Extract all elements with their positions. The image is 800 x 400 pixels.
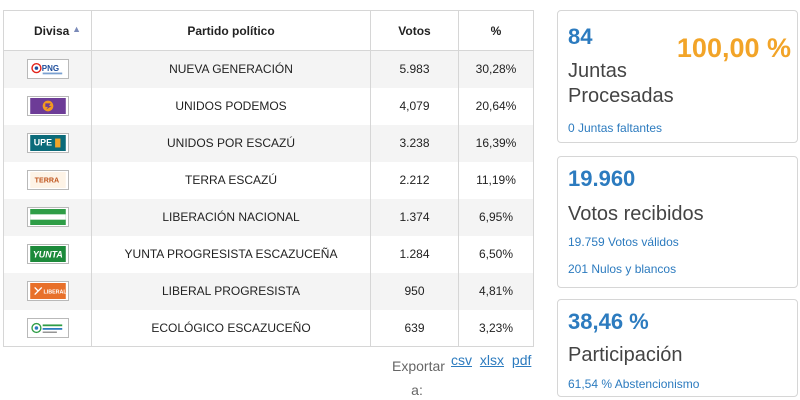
divisa-cell: PNG [3, 50, 92, 88]
votos-title: Votos recibidos [568, 203, 704, 225]
export-label: Exportar a: [392, 358, 445, 398]
porcentaje-cell: 6,50% [458, 235, 534, 273]
votos-cell: 950 [370, 272, 459, 310]
export-pdf-link[interactable]: pdf [511, 352, 532, 368]
column-header-partido[interactable]: Partido político [91, 10, 371, 51]
results-table: Divisa ▲ Partido político Votos % PNG NU… [3, 10, 534, 347]
juntas-percent: 100,00 % [676, 33, 791, 63]
divisa-cell: LIBERAL [3, 272, 92, 310]
svg-text:TERRA: TERRA [34, 177, 58, 185]
divisa-cell [3, 198, 92, 236]
votos-validos: 19.759 Votos válidos [568, 235, 679, 249]
votos-cell: 1.374 [370, 198, 459, 236]
partido-cell: YUNTA PROGRESISTA ESCAZUCEÑA [91, 235, 371, 273]
porcentaje-cell: 11,19% [458, 161, 534, 199]
liberal-logo-icon: LIBERAL [26, 281, 69, 301]
pln-flag-icon [26, 207, 69, 227]
table-row: LIBERACIÓN NACIONAL 1.374 6,95% [3, 198, 534, 236]
votos-cell: 639 [370, 309, 459, 347]
divisa-header-label: Divisa [34, 23, 70, 38]
participacion-value: 38,46 % [568, 309, 649, 334]
porcentaje-cell: 6,95% [458, 198, 534, 236]
png-logo-icon: PNG [26, 59, 69, 80]
participacion-card: 38,46 % Participación 61,54 % Abstencion… [557, 299, 798, 397]
table-header-row: Divisa ▲ Partido político Votos % [3, 10, 534, 51]
yunta-logo-icon: YUNTA [26, 244, 69, 264]
votos-cell: 2.212 [370, 161, 459, 199]
partido-cell: UNIDOS POR ESCAZÚ [91, 124, 371, 162]
table-row: LIBERAL LIBERAL PROGRESISTA 950 4,81% [3, 272, 534, 310]
abstencionismo-note: 61,54 % Abstencionismo [568, 377, 700, 391]
porcentaje-cell: 3,23% [458, 309, 534, 347]
divisa-cell: TERRA [3, 161, 92, 199]
up-logo-icon [26, 96, 69, 116]
export-xlsx-link[interactable]: xlsx [479, 352, 505, 368]
votos-card: 19.960 Votos recibidos 19.759 Votos váli… [557, 156, 798, 288]
partido-cell: LIBERACIÓN NACIONAL [91, 198, 371, 236]
table-row: PNG NUEVA GENERACIÓN 5.983 30,28% [3, 50, 534, 88]
table-row: UPE UNIDOS POR ESCAZÚ 3.238 16,39% [3, 124, 534, 162]
table-row: YUNTA YUNTA PROGRESISTA ESCAZUCEÑA 1.284… [3, 235, 534, 273]
porcentaje-cell: 30,28% [458, 50, 534, 88]
juntas-faltantes: 0 Juntas faltantes [568, 121, 663, 135]
table-row: TERRA TERRA ESCAZÚ 2.212 11,19% [3, 161, 534, 199]
terra-logo-icon: TERRA [26, 170, 69, 190]
partido-cell: NUEVA GENERACIÓN [91, 50, 371, 88]
partido-cell: TERRA ESCAZÚ [91, 161, 371, 199]
votos-cell: 1.284 [370, 235, 459, 273]
juntas-card: 84 100,00 % Juntas Procesadas 0 Juntas f… [557, 10, 798, 143]
porcentaje-cell: 4,81% [458, 272, 534, 310]
divisa-cell [3, 309, 92, 347]
votos-total: 19.960 [568, 166, 636, 191]
table-row: ECOLÓGICO ESCAZUCEÑO 639 3,23% [3, 309, 534, 347]
votos-cell: 3.238 [370, 124, 459, 162]
juntas-title: Juntas Procesadas [568, 60, 674, 107]
column-header-divisa[interactable]: Divisa ▲ [3, 10, 92, 51]
table-row: UNIDOS PODEMOS 4,079 20,64% [3, 87, 534, 125]
juntas-count: 84 [568, 24, 593, 49]
participacion-title: Participación [568, 344, 683, 366]
votos-nulos: 201 Nulos y blancos [568, 262, 677, 276]
divisa-cell: UPE [3, 124, 92, 162]
sort-ascending-icon[interactable]: ▲ [72, 24, 81, 34]
partido-cell: ECOLÓGICO ESCAZUCEÑO [91, 309, 371, 347]
export-links: csv xlsx pdf [451, 352, 535, 368]
svg-text:UPE: UPE [33, 138, 51, 148]
porcentaje-cell: 16,39% [458, 124, 534, 162]
votos-cell: 4,079 [370, 87, 459, 125]
porcentaje-cell: 20,64% [458, 87, 534, 125]
column-header-votos[interactable]: Votos [370, 10, 459, 51]
partido-cell: LIBERAL PROGRESISTA [91, 272, 371, 310]
column-header-porcentaje[interactable]: % [458, 10, 534, 51]
ecologico-logo-icon [26, 317, 69, 338]
export-csv-link[interactable]: csv [451, 352, 472, 368]
svg-text:YUNTA: YUNTA [32, 250, 62, 260]
upe-logo-icon: UPE [26, 133, 69, 153]
partido-cell: UNIDOS PODEMOS [91, 87, 371, 125]
svg-text:PNG: PNG [41, 64, 58, 73]
svg-text:LIBERAL: LIBERAL [43, 290, 66, 296]
divisa-cell: YUNTA [3, 235, 92, 273]
divisa-cell [3, 87, 92, 125]
votos-cell: 5.983 [370, 50, 459, 88]
